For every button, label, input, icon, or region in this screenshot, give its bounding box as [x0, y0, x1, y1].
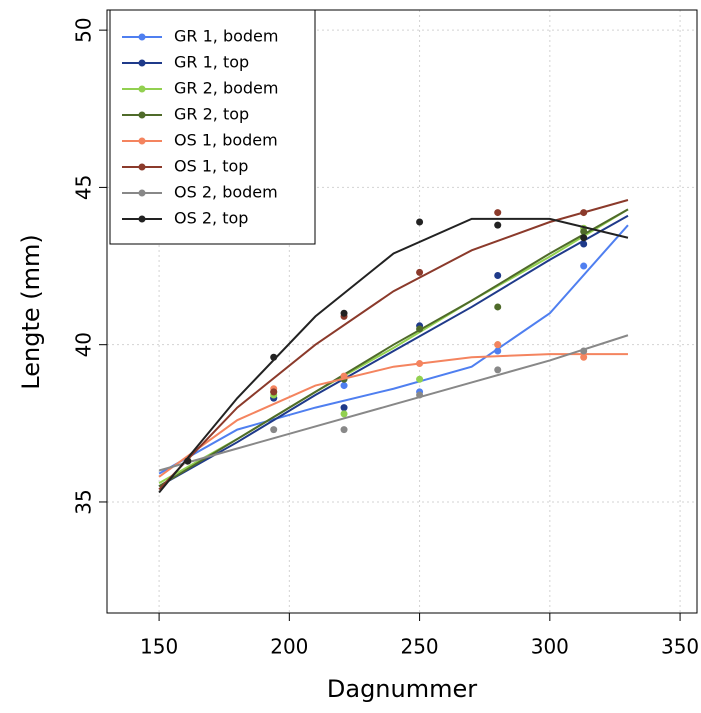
fit-line [158, 334, 629, 472]
point [494, 209, 502, 217]
fit-line [158, 208, 629, 484]
legend-dot [138, 189, 146, 197]
legend-dot [138, 137, 146, 145]
point [184, 457, 192, 465]
point [340, 410, 348, 418]
point [580, 209, 588, 217]
point [340, 372, 348, 380]
point [494, 221, 502, 229]
legend-dot [138, 59, 146, 67]
fit-line [158, 208, 629, 488]
x-tick-label: 250 [400, 635, 438, 659]
point [580, 227, 588, 235]
legend-dot [138, 111, 146, 119]
x-axis-label: Dagnummer [327, 675, 477, 703]
legend-dot [138, 163, 146, 171]
y-axis-label: Lengte (mm) [17, 234, 45, 389]
point [416, 391, 424, 399]
legend-label: GR 2, top [174, 105, 249, 124]
point [580, 234, 588, 242]
legend-dot [138, 215, 146, 223]
y-tick-label: 40 [72, 332, 96, 357]
point [340, 382, 348, 390]
point [494, 271, 502, 279]
fit-line [158, 353, 628, 478]
point [494, 303, 502, 311]
point [340, 426, 348, 434]
point [270, 353, 278, 361]
point [416, 325, 424, 333]
x-tick-label: 200 [270, 635, 308, 659]
fit-line [158, 217, 629, 494]
legend-label: GR 2, bodem [174, 79, 278, 98]
legend-label: OS 2, top [174, 209, 248, 228]
point [340, 404, 348, 412]
fit-line [158, 214, 629, 488]
y-tick-label: 50 [72, 17, 96, 42]
point [494, 341, 502, 349]
legend: GR 1, bodem GR 1, top GR 2, bodem GR 2, top… [109, 9, 316, 245]
y-tick-label: 45 [72, 175, 96, 200]
point [270, 388, 278, 396]
point [416, 360, 424, 368]
point [416, 375, 424, 383]
legend-box [109, 9, 316, 245]
fit-line [158, 224, 629, 475]
point [494, 366, 502, 374]
x-tick-label: 300 [531, 635, 569, 659]
point [494, 347, 502, 355]
point [416, 218, 424, 226]
y-tick-label: 35 [72, 489, 96, 514]
legend-label: GR 1, top [174, 53, 249, 72]
point [580, 347, 588, 355]
point [340, 309, 348, 317]
legend-label: OS 1, top [174, 157, 248, 176]
legend-label: OS 1, bodem [174, 131, 278, 150]
legend-label: GR 1, bodem [174, 27, 278, 46]
plot-frame [106, 9, 698, 614]
point [580, 353, 588, 361]
legend-label: OS 2, bodem [174, 183, 278, 202]
legend-dot [138, 33, 146, 41]
point [580, 262, 588, 270]
legend-dot [138, 85, 146, 93]
x-tick-label: 350 [661, 635, 699, 659]
point [416, 268, 424, 276]
point [580, 240, 588, 248]
fit-line [158, 199, 629, 491]
x-tick-label: 150 [140, 635, 178, 659]
point [270, 426, 278, 434]
